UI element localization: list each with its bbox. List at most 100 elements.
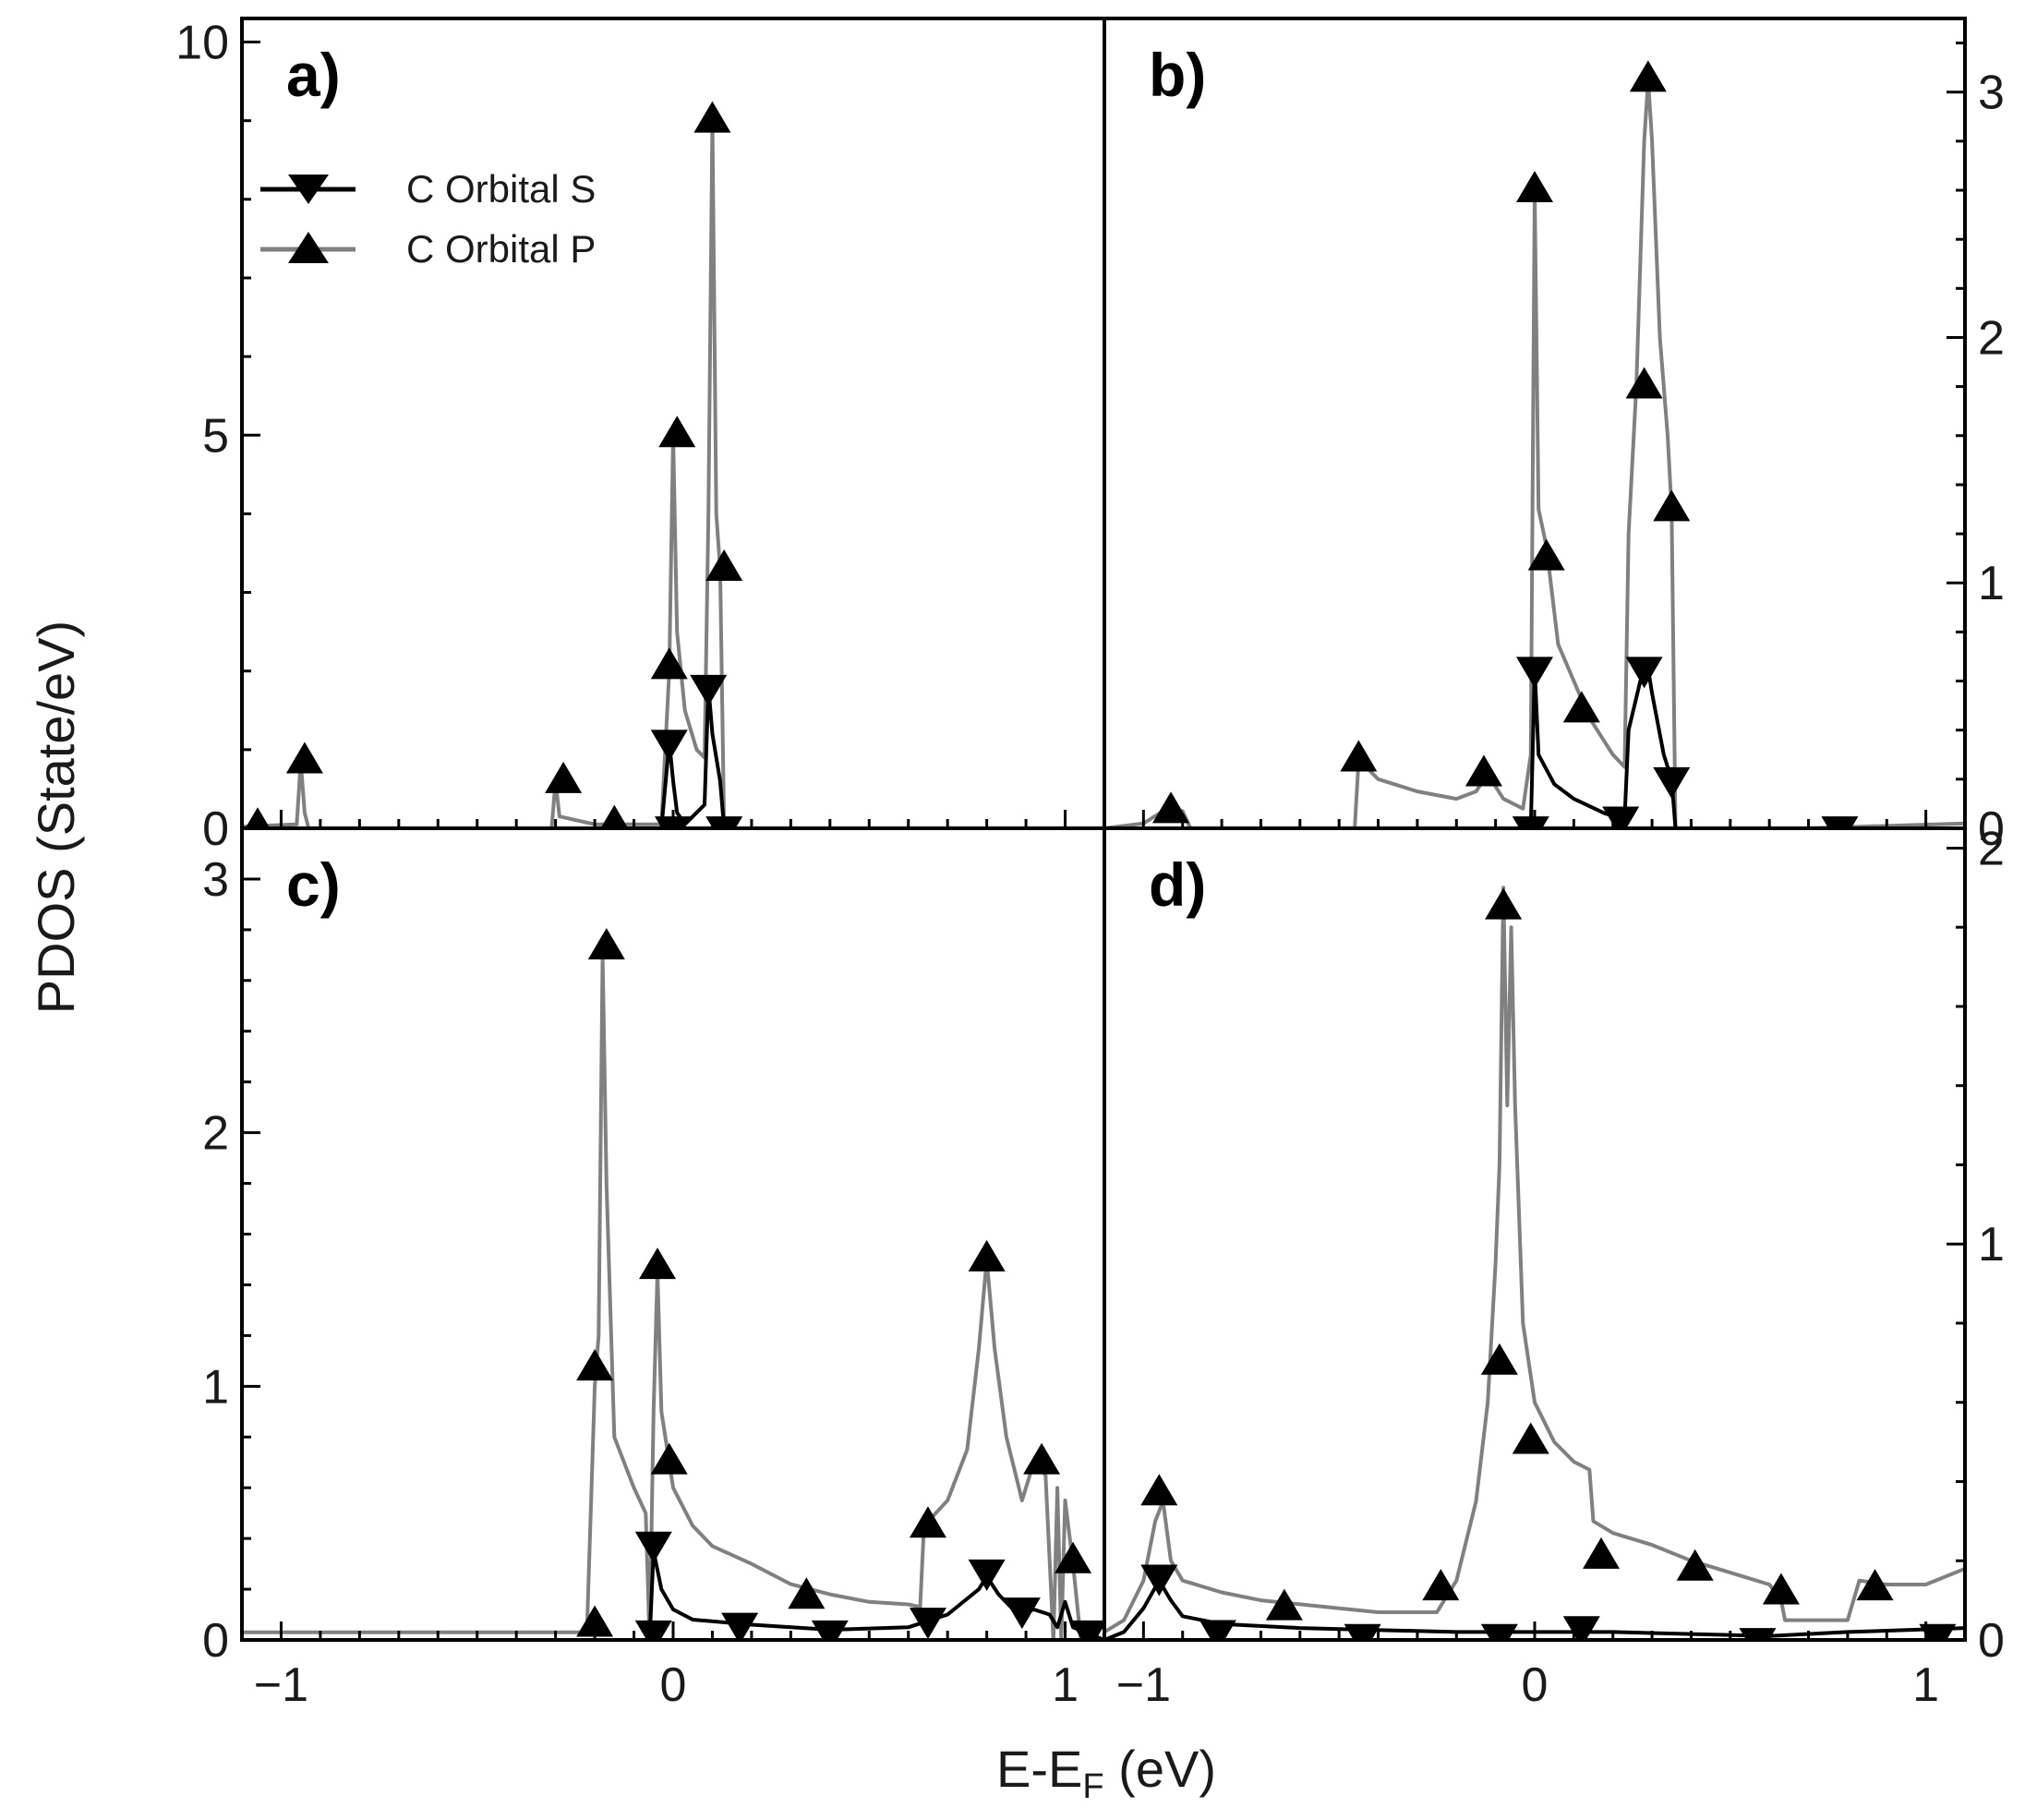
panel-a-marker-s-0 — [650, 729, 688, 762]
panel-b-marker-s-1 — [1516, 657, 1553, 689]
panel-d-marker-p-0 — [1140, 1474, 1178, 1506]
panel-d-marker-p-9 — [1856, 1569, 1894, 1601]
panel-c-plot-area — [242, 928, 1104, 1640]
panel-c-marker-p-9 — [1055, 1541, 1092, 1573]
panel-b-y-tick-label-3: 3 — [1978, 66, 2005, 120]
panel-d-series-s-line — [1104, 1578, 1965, 1640]
panel-b-marker-s-4 — [1653, 766, 1691, 799]
panel-d-marker-p-3 — [1480, 1343, 1518, 1375]
panel-d-marker-s-2 — [1344, 1623, 1381, 1640]
legend-label-p: C Orbital P — [406, 227, 596, 271]
panel-c-marker-p-1 — [576, 1605, 614, 1637]
panel-b-marker-s-5 — [1821, 816, 1859, 828]
panel-c-marker-s-6 — [1003, 1597, 1041, 1630]
panel-c-marker-p-3 — [639, 1247, 677, 1280]
panel-d-marker-s-5 — [1739, 1628, 1777, 1640]
panel-a-marker-p-6 — [693, 101, 731, 133]
panel-c-label: c) — [286, 850, 341, 919]
panel-a-marker-p-5 — [658, 416, 696, 448]
panel-d-x-tick-label-1: 0 — [1522, 1658, 1549, 1712]
panel-b-label: b) — [1149, 41, 1206, 109]
panel-a-marker-s-2 — [690, 674, 728, 706]
panel-c-marker-s-4 — [909, 1608, 946, 1640]
panel-c-marker-p-0 — [576, 1349, 614, 1381]
panel-c-x-tick-label-2: 1 — [1052, 1658, 1079, 1712]
panel-d-x-tick-label-2: 1 — [1912, 1658, 1939, 1712]
panel-d-y-tick-label-0: 0 — [1978, 1614, 2005, 1668]
panel-a-marker-p-1 — [285, 741, 323, 774]
x-axis-title-unit: (eV) — [1104, 1740, 1216, 1798]
panel-c-marker-p-4 — [650, 1442, 688, 1475]
panel-d-plot-area — [1104, 886, 1965, 1640]
panel-c-y-tick-label-2: 2 — [202, 1107, 229, 1161]
y-axis-title: PDOS (State/eV) — [27, 621, 85, 1014]
panel-c: 0 1 2 3 −1 0 1 c) — [202, 826, 1106, 1712]
panel-a-series-p-line — [242, 118, 1104, 828]
panel-d-label: d) — [1149, 850, 1206, 919]
panel-b-plot-area — [1104, 60, 1965, 828]
panel-b-marker-p-5 — [1562, 691, 1600, 723]
panel-c-marker-p-6 — [909, 1506, 946, 1538]
legend: C Orbital S C Orbital P — [260, 167, 596, 271]
panel-a-marker-p-0 — [245, 807, 271, 828]
panel-c-y-tick-label-0: 0 — [202, 1614, 229, 1668]
panel-c-marker-s-2 — [721, 1612, 759, 1640]
panel-d-marker-p-6 — [1583, 1537, 1621, 1569]
panel-a-marker-p-4 — [650, 647, 688, 680]
panel-b-marker-p-1 — [1340, 740, 1378, 772]
panel-c-marker-p-2 — [587, 928, 625, 960]
panel-a-y-tick-label-2: 10 — [175, 17, 229, 70]
panel-a-marker-p-3 — [600, 804, 629, 828]
panel-c-marker-p-8 — [1023, 1442, 1061, 1475]
panel-c-y-tick-label-3: 3 — [202, 853, 229, 907]
panel-b-y-tick-label-1: 1 — [1978, 557, 2005, 610]
panel-d-marker-p-8 — [1762, 1573, 1800, 1605]
panel-b-y-tick-label-2: 2 — [1978, 311, 2005, 365]
panel-d-marker-p-7 — [1676, 1549, 1714, 1581]
panel-c-marker-s-5 — [968, 1559, 1006, 1591]
panel-c-marker-s-7 — [1070, 1620, 1104, 1640]
panel-d-y-tick-label-2: 2 — [1978, 822, 2005, 875]
panel-a-plot-area — [242, 101, 1104, 828]
panel-d-y-tick-label-1: 1 — [1978, 1218, 2005, 1272]
panel-d-marker-s-1 — [1199, 1620, 1236, 1640]
panel-c-marker-s-0 — [634, 1531, 672, 1563]
panel-b-marker-p-6 — [1625, 367, 1663, 399]
panel-d-marker-p-5 — [1512, 1422, 1549, 1454]
legend-marker-s — [288, 175, 329, 204]
x-axis-title-main: E-E — [996, 1740, 1082, 1798]
panel-a-marker-p-7 — [705, 548, 743, 581]
panel-a-marker-p-2 — [545, 761, 583, 793]
panel-d-marker-p-1 — [1265, 1588, 1303, 1621]
panel-c-y-tick-label-1: 1 — [202, 1360, 229, 1414]
panel-b-marker-s-2 — [1602, 806, 1640, 828]
panel-d-marker-s-4 — [1562, 1616, 1600, 1640]
plot-frame — [240, 17, 1967, 1642]
panel-c-marker-p-7 — [968, 1239, 1006, 1272]
x-axis-title-subscript: F — [1082, 1767, 1103, 1806]
panel-b-marker-p-0 — [1152, 791, 1190, 824]
legend-marker-p — [288, 232, 329, 263]
panel-d-marker-s-6 — [1919, 1623, 1957, 1640]
panel-c-x-tick-label-0: −1 — [254, 1658, 308, 1712]
panel-c-marker-s-1 — [634, 1620, 672, 1640]
panel-c-marker-s-3 — [811, 1620, 849, 1640]
panel-b-marker-p-4 — [1527, 538, 1565, 571]
legend-label-s: C Orbital S — [406, 167, 596, 211]
panel-b: 0 1 2 3 b) — [1103, 41, 2005, 856]
panel-b-series-p-line — [1104, 78, 1965, 828]
panel-c-series-s-line — [242, 1549, 1104, 1640]
panel-d-marker-s-0 — [1140, 1564, 1178, 1597]
x-axis-title: E-EF (eV) — [996, 1740, 1216, 1806]
panel-d-marker-p-4 — [1485, 887, 1523, 920]
panel-b-marker-s-0 — [1512, 816, 1549, 828]
panel-b-marker-p-2 — [1464, 754, 1502, 787]
panel-a-y-tick-label-0: 0 — [202, 802, 229, 856]
panel-d-marker-s-3 — [1480, 1623, 1518, 1640]
panel-d-marker-p-2 — [1422, 1569, 1460, 1601]
panel-b-marker-s-3 — [1625, 657, 1663, 689]
panel-b-marker-p-7 — [1629, 60, 1667, 92]
panel-d-x-tick-label-0: −1 — [1116, 1658, 1171, 1712]
panel-a-y-tick-label-1: 5 — [202, 409, 229, 463]
